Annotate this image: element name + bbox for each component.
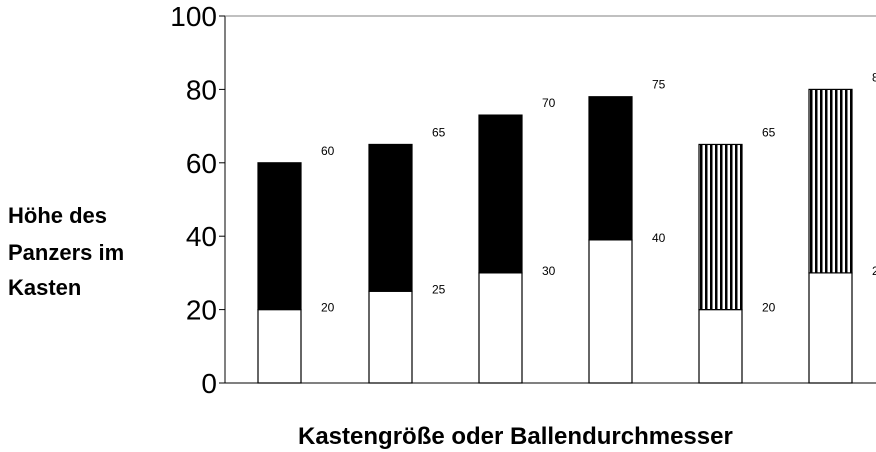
bars: [257, 88, 853, 384]
data-label-bottom: 25: [872, 264, 876, 278]
bar-bottom-segment: [478, 272, 523, 384]
y-axis-label-line-2: Panzers im: [8, 240, 125, 265]
data-label-top: 65: [762, 125, 776, 139]
bar-bottom-segment: [368, 290, 413, 384]
data-label-top: 80: [872, 70, 876, 84]
data-label-top: 65: [432, 125, 446, 139]
bar-top-segment: [808, 88, 853, 274]
data-label-bottom: 20: [321, 301, 335, 315]
data-labels: 20 60 25 65 30 70 40 75 20 65 25 80: [321, 70, 876, 314]
bar-top-segment: [478, 114, 523, 274]
y-axis-label-line-3: Kasten: [8, 275, 82, 300]
data-label-bottom: 20: [762, 301, 776, 315]
bar-bottom-segment: [808, 272, 853, 384]
y-ticks: 0 20 40 60 80 100: [170, 1, 225, 399]
y-tick-label: 100: [170, 1, 217, 32]
bar-top-segment: [368, 143, 413, 292]
bar-bottom-segment: [588, 239, 633, 384]
y-tick-label: 40: [186, 221, 217, 252]
y-tick-label: 0: [201, 368, 217, 399]
y-axis-label-line-1: Höhe des: [8, 203, 108, 228]
bar-top-segment: [698, 143, 743, 311]
x-axis-label: Kastengröße oder Ballendurchmesser: [298, 423, 733, 450]
data-label-bottom: 25: [432, 282, 446, 296]
data-label-bottom: 40: [652, 231, 666, 245]
bar-top-segment: [257, 162, 302, 311]
bar-top-segment: [588, 96, 633, 241]
data-label-bottom: 30: [542, 264, 556, 278]
bar-bottom-segment: [698, 309, 743, 384]
data-label-top: 75: [652, 78, 666, 92]
axes: [224, 15, 876, 384]
y-tick-label: 20: [186, 295, 217, 326]
y-tick-label: 80: [186, 74, 217, 105]
y-tick-label: 60: [186, 148, 217, 179]
data-label-top: 70: [542, 96, 556, 110]
bar-bottom-segment: [257, 309, 302, 384]
data-label-top: 60: [321, 144, 335, 158]
